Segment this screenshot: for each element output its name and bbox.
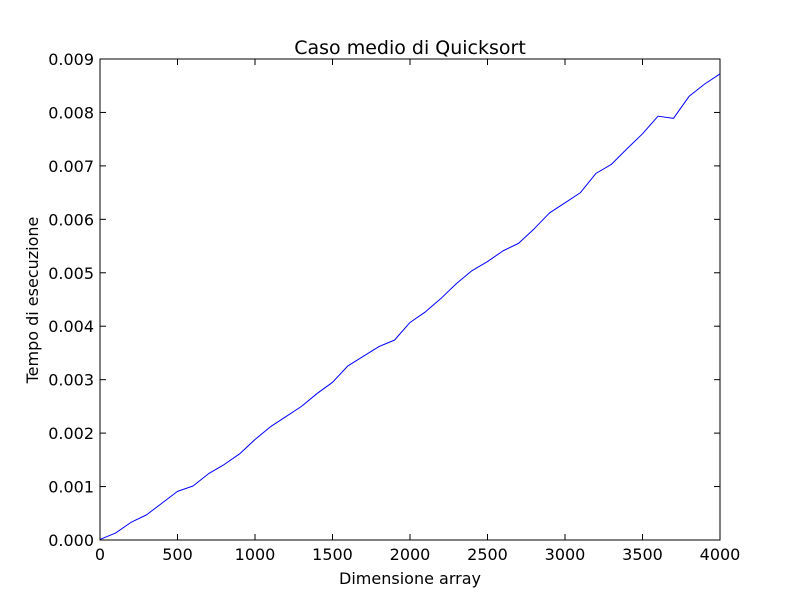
- x-tick-label: 1000: [235, 545, 276, 564]
- x-tick-label: 3500: [622, 545, 663, 564]
- x-tick-label: 2000: [390, 545, 431, 564]
- plot-area: 0 500 1000 1500 2000 2500 3000 3500 4000 0.000 0.0…: [48, 50, 740, 564]
- x-tick-label: 0: [95, 545, 105, 564]
- y-tick-label: 0.009: [48, 50, 94, 69]
- y-tick-label: 0.000: [48, 531, 94, 550]
- x-tick-label: 3000: [545, 545, 586, 564]
- y-tick-label: 0.005: [48, 264, 94, 283]
- x-tick-label: 2500: [467, 545, 508, 564]
- y-tick-label: 0.006: [48, 210, 94, 229]
- y-tick-label: 0.003: [48, 371, 94, 390]
- y-tick-label: 0.008: [48, 103, 94, 122]
- y-axis-label: Tempo di esecuzione: [23, 217, 42, 385]
- x-tick-label: 4000: [700, 545, 741, 564]
- series-line-0: [99, 73, 721, 540]
- y-tick-label: 0.002: [48, 424, 94, 443]
- x-tick-label: 500: [162, 545, 193, 564]
- y-tick-label: 0.004: [48, 317, 94, 336]
- y-tick-label: 0.007: [48, 157, 94, 176]
- chart-title: Caso medio di Quicksort: [294, 37, 526, 59]
- y-tick-label: 0.001: [48, 478, 94, 497]
- x-axis-label: Dimensione array: [339, 569, 481, 588]
- x-tick-label: 1500: [312, 545, 353, 564]
